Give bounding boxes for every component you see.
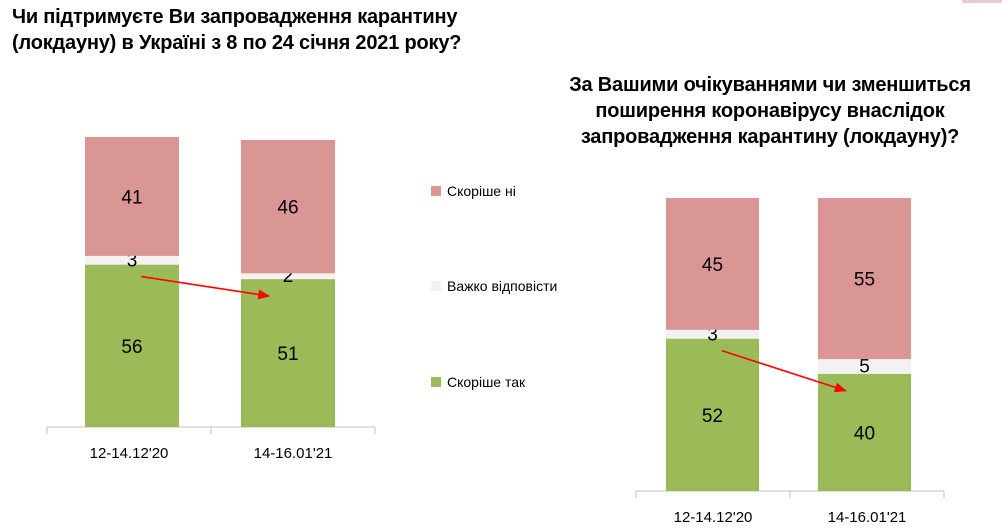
data-label-so-no: 45: [702, 255, 723, 276]
chart-1-title-line-1: Чи підтримуєте Ви запровадження карантин…: [12, 6, 458, 28]
legend-label: Скоріше ні: [447, 183, 516, 199]
data-label-hard-to-say: 3: [127, 250, 138, 271]
bar-segment-hard-to-say: [666, 329, 759, 339]
data-label-so-yes: 40: [854, 423, 875, 444]
bar-segment-so-yes: [85, 264, 179, 427]
legend-swatch: [431, 186, 441, 196]
data-label-so-yes: 56: [121, 337, 142, 358]
data-label-hard-to-say: 2: [283, 266, 294, 287]
chart-1-title-line-2: (локдауну) в Україні з 8 по 24 січня 202…: [12, 32, 462, 54]
corner-accent: [962, 0, 1002, 3]
x-tick-label: 12-14.12'20: [90, 445, 169, 462]
chart-2-title-line-3: запровадження карантину (локдауну)?: [580, 126, 960, 148]
x-tick-label: 14-16.01'21: [828, 509, 907, 526]
chart-2-title: За Вашими очікуваннями чи зменшиться пош…: [548, 72, 992, 150]
chart-2-title-line-1: За Вашими очікуваннями чи зменшиться: [569, 74, 971, 96]
legend-swatch: [431, 281, 441, 291]
x-tick-label: 12-14.12'20: [674, 509, 753, 526]
bar-segment-so-no: [666, 198, 759, 330]
data-label-hard-to-say: 3: [707, 324, 718, 345]
legend-label: Важко відповісти: [447, 278, 557, 294]
legend: Скоріше ні Важко відповісти Скоріше так: [431, 183, 557, 390]
x-tick-label: 14-16.01'21: [254, 445, 333, 462]
bar-segment-hard-to-say: [85, 255, 179, 265]
bar-segment-so-no: [241, 139, 335, 274]
legend-label: Скоріше так: [447, 374, 526, 390]
chart-1-plot: 56 3 41 12-14.12'20 51 2 46 14-16.01'21: [46, 137, 376, 462]
bar-segment-so-no: [818, 198, 911, 360]
bar-segment-so-yes: [818, 373, 911, 491]
data-label-so-no: 55: [854, 270, 875, 291]
trend-arrow: [721, 349, 847, 393]
bar-segment-hard-to-say: [241, 273, 335, 280]
legend-swatch: [431, 377, 441, 387]
bar-segment-so-no: [85, 137, 179, 256]
bar-segment-so-yes: [666, 338, 759, 491]
data-label-so-no: 41: [121, 187, 142, 208]
data-label-hard-to-say: 5: [859, 356, 870, 377]
data-label-so-yes: 52: [702, 406, 723, 427]
chart-2-title-line-2: поширення коронавірусу внаслідок: [595, 100, 945, 122]
bar-segment-so-yes: [241, 279, 335, 427]
chart-1-title: Чи підтримуєте Ви запровадження карантин…: [12, 4, 461, 56]
trend-arrow: [141, 275, 271, 300]
data-label-so-no: 46: [277, 198, 298, 219]
bar-segment-hard-to-say: [818, 359, 911, 374]
data-label-so-yes: 51: [277, 344, 298, 365]
